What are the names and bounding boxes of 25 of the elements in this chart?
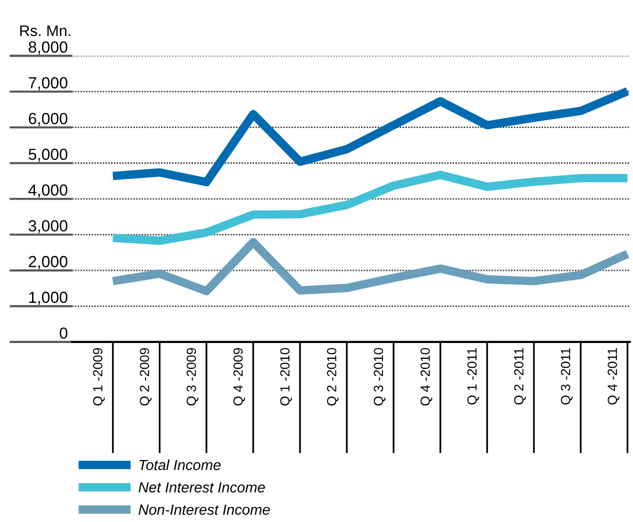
x-tick-label: Q 3 -2011 xyxy=(560,348,573,405)
y-tick-label: 0 xyxy=(60,327,68,339)
y-axis-title: Rs. Mn. xyxy=(20,25,70,36)
x-tick-label: Q 1 -2010 xyxy=(280,348,292,406)
y-tick-label: 3,000 xyxy=(28,220,68,234)
legend-label: Net Interest Income xyxy=(138,482,265,492)
y-tick-label: 6,000 xyxy=(28,112,68,126)
y-tick-label: 4,000 xyxy=(28,184,68,198)
x-tick-label: Q 4 -2010 xyxy=(420,348,432,406)
y-tick-label: 5,000 xyxy=(28,148,68,162)
x-tick-label: Q 3 -2009 xyxy=(186,348,198,406)
x-tick-label: Q 4 -2009 xyxy=(233,348,246,406)
y-tick-label: 1,000 xyxy=(29,292,68,305)
legend-label: Total Income xyxy=(139,459,221,470)
x-tick-label: Q 1 -2009 xyxy=(93,348,105,406)
x-tick-label: Q 4 -2011 xyxy=(608,348,620,405)
y-tick-label: 7,000 xyxy=(28,77,68,90)
x-tick-label: Q 2 -2010 xyxy=(326,348,339,406)
x-tick-label: Q 3 -2010 xyxy=(374,348,386,406)
x-tick-label: Q 1 -2011 xyxy=(467,348,480,405)
legend-label: Non-Interest Income xyxy=(138,504,270,515)
x-tick-label: Q 2 -2011 xyxy=(514,348,526,405)
x-tick-label: Q 2 -2009 xyxy=(140,348,152,406)
y-tick-label: 2,000 xyxy=(28,256,68,270)
y-tick-label: 8,000 xyxy=(28,41,68,55)
